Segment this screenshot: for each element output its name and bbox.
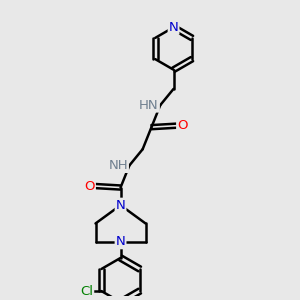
Text: N: N [116, 199, 125, 212]
Text: NH: NH [108, 159, 128, 172]
Text: O: O [177, 119, 188, 132]
Text: O: O [84, 180, 95, 193]
Text: N: N [169, 21, 178, 34]
Text: Cl: Cl [80, 285, 93, 298]
Text: HN: HN [139, 99, 159, 112]
Text: N: N [116, 235, 125, 248]
